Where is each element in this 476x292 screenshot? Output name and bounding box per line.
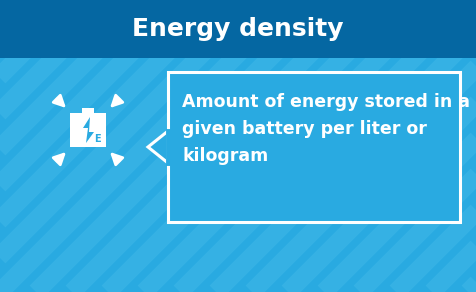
Text: Energy density: Energy density: [132, 17, 344, 41]
Bar: [82, 108, 94, 113]
Polygon shape: [83, 117, 94, 143]
Text: Amount of energy stored in a
given battery per liter or
kilogram: Amount of energy stored in a given batte…: [182, 93, 470, 165]
Bar: [70, 113, 106, 147]
Bar: [168, 72, 460, 222]
Text: E: E: [94, 134, 100, 144]
Polygon shape: [148, 131, 168, 163]
Bar: [0, 0, 476, 58]
